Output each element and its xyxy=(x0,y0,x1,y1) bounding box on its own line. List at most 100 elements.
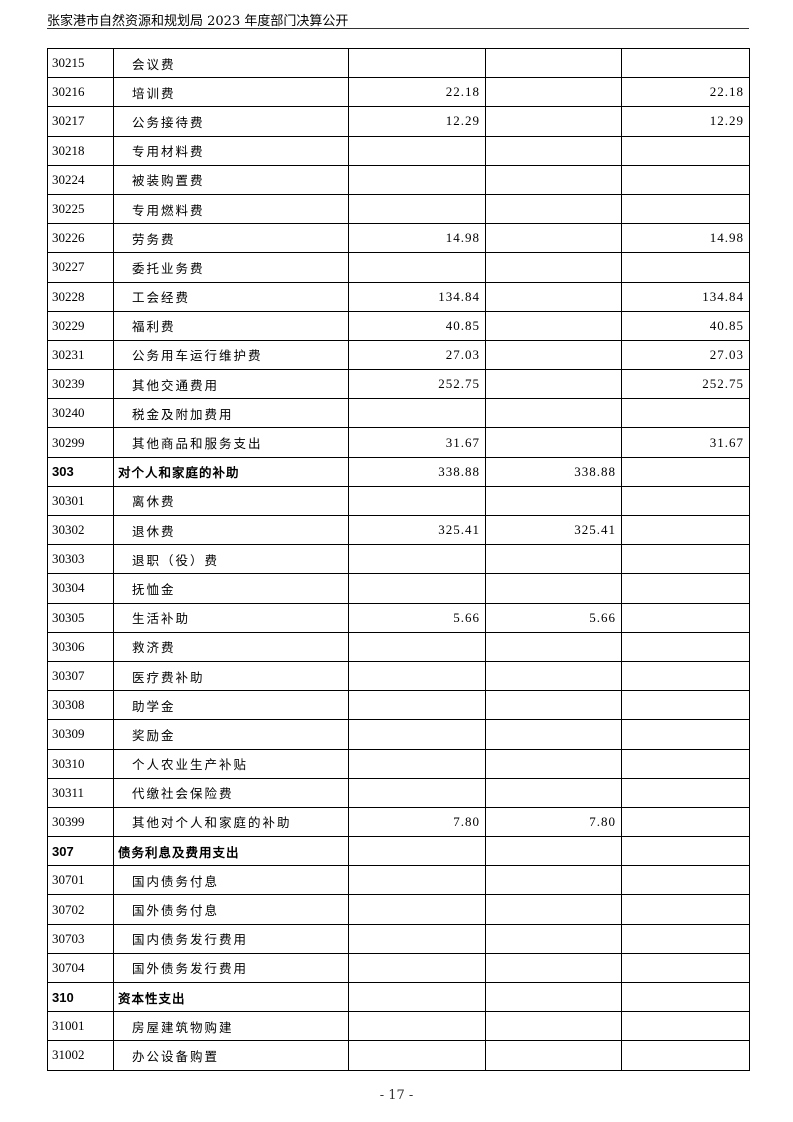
row-value-2: 338.88 xyxy=(485,456,622,487)
row-name: 国外债务付息 xyxy=(113,894,349,925)
row-value-2 xyxy=(485,894,622,925)
row-name: 债务利息及费用支出 xyxy=(113,836,349,867)
row-value-1 xyxy=(348,865,486,896)
row-code: 30305 xyxy=(47,602,114,633)
table-row: 30304 抚恤金 xyxy=(47,573,750,604)
table-row: 30217 公务接待费 12.29 12.29 xyxy=(47,106,750,137)
row-name: 培训费 xyxy=(113,77,349,108)
row-value-1: 325.41 xyxy=(348,514,486,546)
row-code: 30399 xyxy=(47,806,114,838)
row-value-1: 40.85 xyxy=(348,310,486,341)
row-value-3 xyxy=(621,836,750,867)
row-name: 委托业务费 xyxy=(113,252,349,283)
row-value-1 xyxy=(348,135,486,166)
row-name: 国外债务发行费用 xyxy=(113,952,349,984)
table-row: 30308 助学金 xyxy=(47,690,750,721)
row-name: 离休费 xyxy=(113,485,349,517)
row-value-3 xyxy=(621,514,750,546)
row-code: 307 xyxy=(47,836,114,867)
row-value-2 xyxy=(485,544,622,575)
row-code: 30240 xyxy=(47,398,114,429)
row-value-3: 40.85 xyxy=(621,310,750,341)
expenditure-table: 30215 会议费 30216 培训费 22.18 22.18 30217 公务接待费 12.2… xyxy=(47,47,750,1071)
row-value-2 xyxy=(485,77,622,108)
row-value-1 xyxy=(348,631,486,662)
row-value-3 xyxy=(621,631,750,662)
row-value-2 xyxy=(485,748,622,779)
row-name: 其他商品和服务支出 xyxy=(113,427,349,458)
row-name: 代缴社会保险费 xyxy=(113,777,349,808)
row-value-1 xyxy=(348,485,486,517)
table-row: 30215 会议费 xyxy=(47,47,750,79)
row-name: 生活补助 xyxy=(113,602,349,633)
row-code: 30301 xyxy=(47,485,114,517)
row-name: 公务接待费 xyxy=(113,106,349,137)
row-value-3 xyxy=(621,602,750,633)
row-value-1 xyxy=(348,573,486,604)
row-value-3 xyxy=(621,719,750,750)
row-value-2 xyxy=(485,660,622,692)
row-value-3: 22.18 xyxy=(621,77,750,108)
row-code: 30309 xyxy=(47,719,114,750)
table-row: 30307 医疗费补助 xyxy=(47,660,750,692)
row-value-3 xyxy=(621,252,750,283)
row-name: 公务用车运行维护费 xyxy=(113,339,349,371)
table-row: 30704 国外债务发行费用 xyxy=(47,952,750,984)
row-value-3 xyxy=(621,485,750,517)
row-value-1 xyxy=(348,252,486,283)
row-value-1 xyxy=(348,923,486,954)
row-value-3 xyxy=(621,865,750,896)
table-category-row: 307 债务利息及费用支出 xyxy=(47,836,750,867)
document-header-title: 张家港市自然资源和规划局 2023 年度部门决算公开 xyxy=(47,14,349,29)
row-value-2 xyxy=(485,719,622,750)
row-value-1 xyxy=(348,47,486,79)
row-name: 国内债务发行费用 xyxy=(113,923,349,954)
row-name: 救济费 xyxy=(113,631,349,662)
row-value-2 xyxy=(485,398,622,429)
row-code: 30226 xyxy=(47,223,114,254)
row-name: 房屋建筑物购建 xyxy=(113,1011,349,1042)
row-value-1 xyxy=(348,836,486,867)
row-code: 303 xyxy=(47,456,114,487)
row-value-2 xyxy=(485,952,622,984)
row-value-1 xyxy=(348,748,486,779)
table-row: 30226 劳务费 14.98 14.98 xyxy=(47,223,750,254)
row-name: 个人农业生产补贴 xyxy=(113,748,349,779)
page-number: - 17 - xyxy=(379,1088,414,1103)
row-code: 30218 xyxy=(47,135,114,166)
row-name: 退职（役）费 xyxy=(113,544,349,575)
row-value-3 xyxy=(621,806,750,838)
table-row: 30303 退职（役）费 xyxy=(47,544,750,575)
row-name: 劳务费 xyxy=(113,223,349,254)
row-code: 30239 xyxy=(47,369,114,400)
row-name: 退休费 xyxy=(113,514,349,546)
row-value-1: 5.66 xyxy=(348,602,486,633)
row-value-3 xyxy=(621,47,750,79)
row-value-2 xyxy=(485,836,622,867)
row-name: 助学金 xyxy=(113,690,349,721)
row-value-2 xyxy=(485,631,622,662)
row-name: 资本性支出 xyxy=(113,981,349,1013)
row-value-3 xyxy=(621,777,750,808)
row-value-2 xyxy=(485,47,622,79)
table-row: 30216 培训费 22.18 22.18 xyxy=(47,77,750,108)
table-row: 30227 委托业务费 xyxy=(47,252,750,283)
table-category-row: 310 资本性支出 xyxy=(47,981,750,1013)
table-row: 30229 福利费 40.85 40.85 xyxy=(47,310,750,341)
row-value-3: 134.84 xyxy=(621,281,750,312)
row-value-1 xyxy=(348,398,486,429)
row-value-3 xyxy=(621,748,750,779)
row-code: 30228 xyxy=(47,281,114,312)
row-code: 30217 xyxy=(47,106,114,137)
row-name: 医疗费补助 xyxy=(113,660,349,692)
row-value-2: 325.41 xyxy=(485,514,622,546)
row-value-2 xyxy=(485,339,622,371)
row-code: 30310 xyxy=(47,748,114,779)
row-name: 会议费 xyxy=(113,47,349,79)
row-value-2 xyxy=(485,223,622,254)
table-row: 30305 生活补助 5.66 5.66 xyxy=(47,602,750,633)
row-name: 国内债务付息 xyxy=(113,865,349,896)
row-value-3 xyxy=(621,1040,750,1071)
row-code: 30216 xyxy=(47,77,114,108)
row-value-2 xyxy=(485,252,622,283)
